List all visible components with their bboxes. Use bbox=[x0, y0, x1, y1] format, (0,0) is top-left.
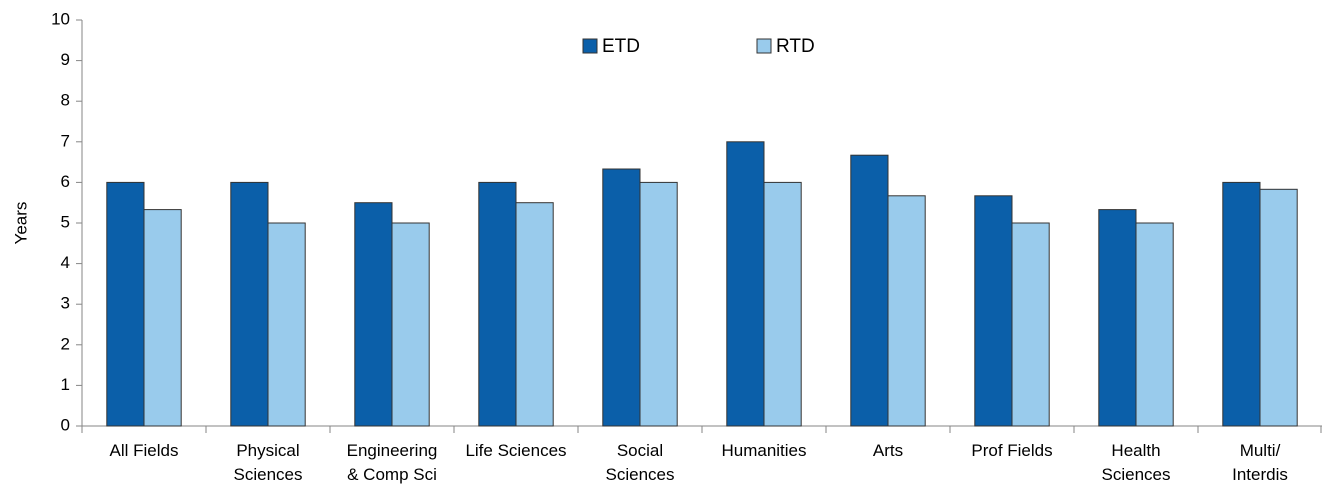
x-tick-label: All Fields bbox=[110, 441, 179, 460]
y-tick-label: 9 bbox=[61, 50, 70, 69]
legend-label: ETD bbox=[602, 36, 640, 57]
legend-swatch bbox=[756, 38, 772, 54]
y-tick-label: 4 bbox=[61, 253, 70, 272]
x-tick-label: Engineering & Comp Sci bbox=[347, 441, 438, 484]
x-tick-label: Life Sciences bbox=[465, 441, 566, 460]
bar bbox=[639, 181, 678, 427]
bar bbox=[974, 195, 1013, 427]
bar bbox=[391, 222, 430, 427]
y-axis-label: Years bbox=[11, 202, 30, 245]
bar bbox=[1011, 222, 1050, 427]
y-tick-label: 5 bbox=[61, 212, 70, 231]
y-tick-label: 1 bbox=[61, 375, 70, 394]
y-tick-label: 10 bbox=[51, 9, 70, 28]
bar bbox=[515, 202, 554, 427]
legend-label: RTD bbox=[776, 36, 815, 57]
y-tick-label: 3 bbox=[61, 294, 70, 313]
bar bbox=[887, 195, 926, 427]
bar bbox=[1259, 188, 1298, 427]
y-tick-label: 6 bbox=[61, 172, 70, 191]
y-tick-label: 8 bbox=[61, 91, 70, 110]
x-tick-label: Humanities bbox=[721, 441, 806, 460]
y-tick-label: 7 bbox=[61, 131, 70, 150]
x-tick-label: Arts bbox=[873, 441, 903, 460]
bar bbox=[106, 181, 145, 427]
bar bbox=[602, 168, 641, 427]
bar bbox=[143, 209, 182, 427]
bar bbox=[1098, 209, 1137, 427]
legend-swatch bbox=[582, 38, 598, 54]
bar bbox=[354, 202, 393, 427]
bar bbox=[267, 222, 306, 427]
bar bbox=[478, 181, 517, 427]
bar bbox=[726, 141, 765, 427]
x-tick-label: Health Sciences bbox=[1102, 441, 1171, 484]
bar bbox=[1222, 181, 1261, 427]
y-tick-label: 0 bbox=[61, 415, 70, 434]
x-tick-label: Prof Fields bbox=[971, 441, 1052, 460]
x-tick-label: Physical Sciences bbox=[234, 441, 303, 484]
x-tick-label: Social Sciences bbox=[606, 441, 675, 484]
bar bbox=[1135, 222, 1174, 427]
bar bbox=[850, 154, 889, 427]
bar bbox=[230, 181, 269, 427]
bar bbox=[763, 181, 802, 427]
y-tick-label: 2 bbox=[61, 334, 70, 353]
x-tick-label: Multi/Interdis bbox=[1232, 441, 1288, 484]
